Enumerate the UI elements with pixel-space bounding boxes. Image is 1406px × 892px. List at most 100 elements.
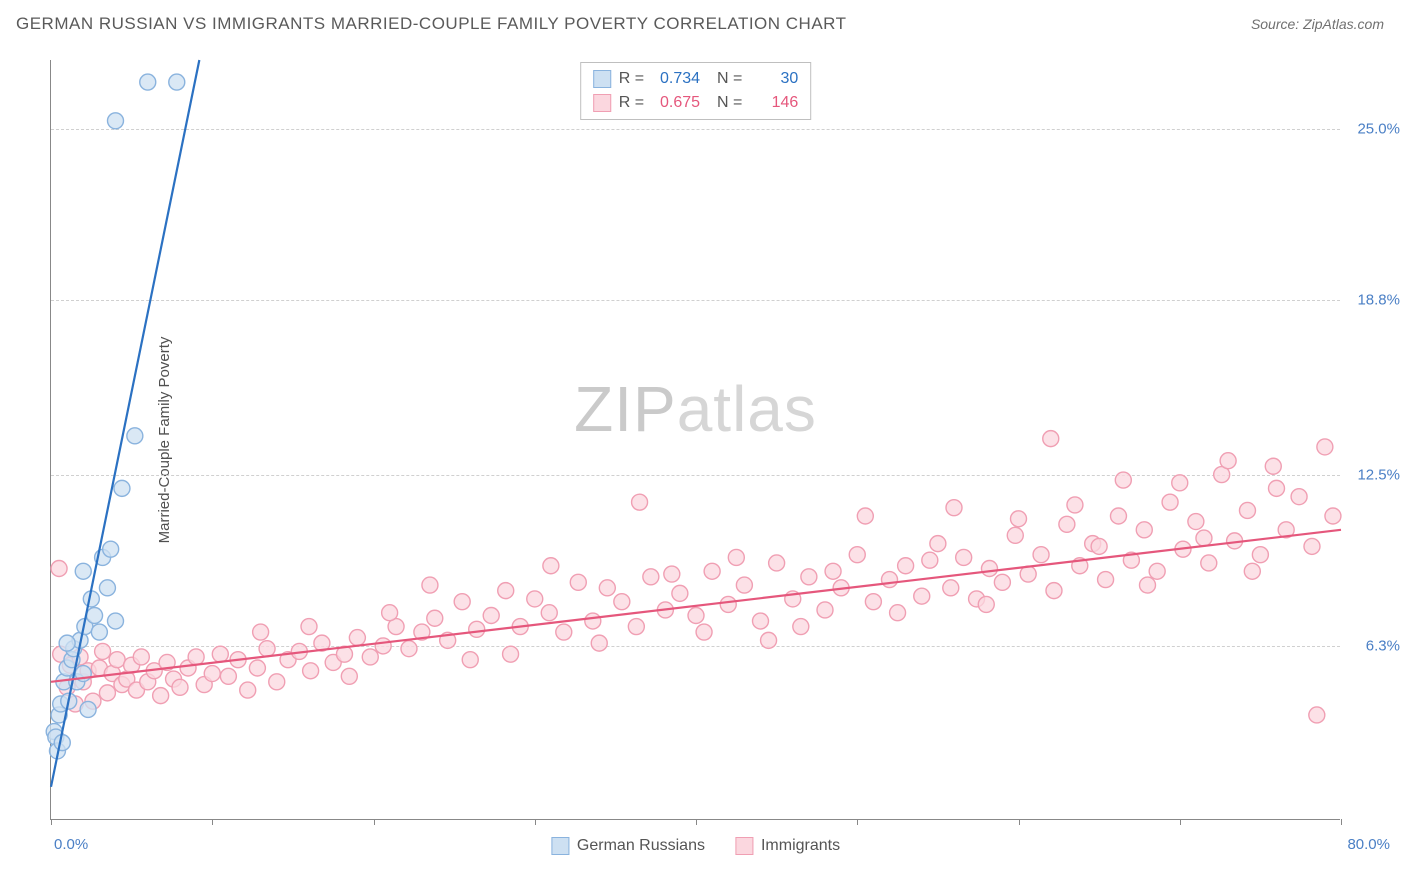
data-point: [80, 701, 96, 717]
data-point: [127, 428, 143, 444]
source-attribution: Source: ZipAtlas.com: [1251, 16, 1384, 32]
data-point: [75, 563, 91, 579]
data-point: [704, 563, 720, 579]
data-point: [362, 649, 378, 665]
stat-n-label: N =: [708, 91, 742, 115]
data-point: [382, 605, 398, 621]
data-point: [91, 624, 107, 640]
data-point: [114, 480, 130, 496]
data-point: [99, 580, 115, 596]
data-point: [981, 561, 997, 577]
data-point: [1196, 530, 1212, 546]
legend-item-series-1: German Russians: [551, 837, 705, 855]
legend-swatch-icon: [593, 70, 611, 88]
data-point: [462, 652, 478, 668]
data-point: [108, 613, 124, 629]
data-point: [825, 563, 841, 579]
data-point: [914, 588, 930, 604]
data-point: [498, 583, 514, 599]
data-point: [994, 574, 1010, 590]
legend-item-series-2: Immigrants: [735, 837, 840, 855]
x-axis-max-label: 80.0%: [1347, 836, 1390, 853]
data-point: [1091, 538, 1107, 554]
data-point: [643, 569, 659, 585]
data-point: [172, 679, 188, 695]
data-point: [1110, 508, 1126, 524]
data-point: [99, 685, 115, 701]
series-legend: German Russians Immigrants: [551, 837, 840, 855]
stat-r-value: 0.675: [652, 91, 700, 115]
data-point: [469, 621, 485, 637]
data-point: [109, 652, 125, 668]
data-point: [1172, 475, 1188, 491]
data-point: [849, 547, 865, 563]
data-point: [1162, 494, 1178, 510]
data-point: [1317, 439, 1333, 455]
data-point: [169, 74, 185, 90]
data-point: [240, 682, 256, 698]
data-point: [946, 500, 962, 516]
data-point: [375, 638, 391, 654]
data-point: [422, 577, 438, 593]
data-point: [978, 596, 994, 612]
data-point: [769, 555, 785, 571]
stat-n-value: 30: [750, 67, 798, 91]
data-point: [688, 607, 704, 623]
data-point: [454, 594, 470, 610]
data-point: [761, 632, 777, 648]
data-point: [720, 596, 736, 612]
data-point: [801, 569, 817, 585]
data-point: [341, 668, 357, 684]
data-point: [140, 74, 156, 90]
legend-label: German Russians: [577, 837, 705, 855]
data-point: [259, 641, 275, 657]
data-point: [349, 630, 365, 646]
data-point: [628, 619, 644, 635]
data-point: [1269, 480, 1285, 496]
data-point: [1201, 555, 1217, 571]
regression-line: [51, 530, 1341, 682]
data-point: [1098, 572, 1114, 588]
data-point: [753, 613, 769, 629]
stat-r-value: 0.734: [652, 67, 700, 91]
data-point: [1244, 563, 1260, 579]
data-point: [1043, 431, 1059, 447]
chart-title: GERMAN RUSSIAN VS IMMIGRANTS MARRIED-COU…: [16, 14, 847, 34]
y-tick-label: 6.3%: [1345, 637, 1400, 654]
data-point: [857, 508, 873, 524]
data-point: [95, 643, 111, 659]
legend-label: Immigrants: [761, 837, 840, 855]
data-point: [103, 541, 119, 557]
data-point: [1265, 458, 1281, 474]
data-point: [585, 613, 601, 629]
stat-n-label: N =: [708, 67, 742, 91]
data-point: [1059, 516, 1075, 532]
data-point: [1136, 522, 1152, 538]
data-point: [249, 660, 265, 676]
data-point: [527, 591, 543, 607]
stats-legend: R = 0.734 N = 30 R = 0.675 N = 146: [580, 62, 812, 120]
data-point: [427, 610, 443, 626]
data-point: [1011, 511, 1027, 527]
data-point: [1140, 577, 1156, 593]
data-point: [865, 594, 881, 610]
data-point: [890, 605, 906, 621]
data-point: [1067, 497, 1083, 513]
data-point: [793, 619, 809, 635]
data-point: [956, 549, 972, 565]
data-point: [672, 585, 688, 601]
data-point: [882, 572, 898, 588]
data-point: [1046, 583, 1062, 599]
data-point: [664, 566, 680, 582]
stat-r-label: R =: [619, 91, 644, 115]
data-point: [1149, 563, 1165, 579]
data-point: [269, 674, 285, 690]
data-point: [133, 649, 149, 665]
data-point: [1291, 489, 1307, 505]
data-point: [736, 577, 752, 593]
data-point: [303, 663, 319, 679]
data-point: [632, 494, 648, 510]
data-point: [301, 619, 317, 635]
data-point: [943, 580, 959, 596]
data-point: [87, 607, 103, 623]
